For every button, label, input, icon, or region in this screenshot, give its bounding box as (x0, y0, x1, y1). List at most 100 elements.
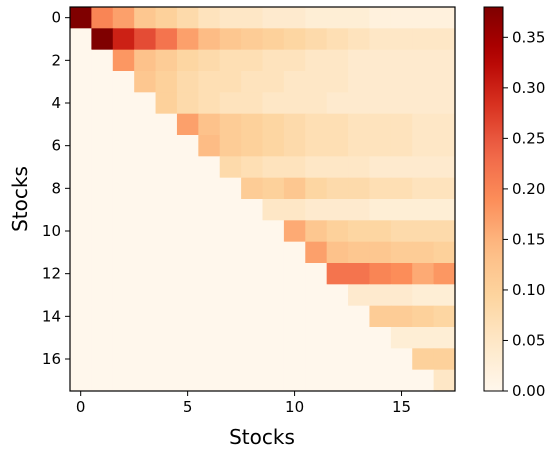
heatmap-cell (305, 135, 328, 157)
heatmap-cell (305, 156, 328, 179)
heatmap-cell (70, 220, 92, 243)
heatmap-cell (70, 369, 92, 392)
heatmap-cell (283, 71, 306, 93)
heatmap-cell (348, 135, 370, 157)
heatmap-cell (390, 263, 413, 285)
x-tick-label: 0 (76, 398, 86, 416)
heatmap-cell (241, 156, 263, 179)
heatmap-cell (219, 7, 242, 29)
heatmap-cell (369, 263, 392, 285)
heatmap-cell (305, 369, 328, 392)
heatmap-cell (326, 28, 349, 51)
heatmap-cell (305, 113, 328, 136)
heatmap-cell (176, 220, 199, 243)
heatmap-cell (283, 113, 306, 136)
heatmap-cell (219, 369, 242, 392)
heatmap-cell (70, 241, 92, 264)
heatmap-cell (369, 49, 392, 72)
heatmap-cell (412, 263, 435, 285)
heatmap-cell (433, 284, 456, 307)
heatmap-cell (198, 135, 221, 157)
heatmap-cell (348, 284, 370, 307)
heatmap-cell (369, 348, 392, 371)
heatmap-cell (433, 305, 456, 328)
colorbar-ticks: 0.00 0.05 0.10 0.15 0.20 0.25 0.30 0.35 (503, 28, 545, 400)
heatmap-cell (326, 135, 349, 157)
heatmap-cell (390, 199, 413, 221)
heatmap-cell (390, 305, 413, 328)
y-tick-label: 8 (51, 179, 61, 197)
heatmap-cell (241, 327, 263, 349)
heatmap-cell (112, 263, 135, 285)
y-tick-label: 0 (51, 9, 61, 27)
heatmap-cell (91, 177, 114, 200)
heatmap-cell (219, 263, 242, 285)
heatmap-cell (369, 177, 392, 200)
heatmap-cell (283, 156, 306, 179)
heatmap-cell (241, 220, 263, 243)
heatmap-cell (262, 327, 285, 349)
heatmap-cell (176, 135, 199, 157)
heatmap-cell (91, 305, 114, 328)
heatmap-cell (262, 71, 285, 93)
heatmap-cell (241, 28, 263, 51)
heatmap-cell (176, 28, 199, 51)
heatmap-cell (91, 92, 114, 115)
heatmap-cell (433, 156, 456, 179)
heatmap-cell (348, 199, 370, 221)
heatmap-cell (198, 71, 221, 93)
heatmap-cell (241, 199, 263, 221)
heatmap-cell (348, 220, 370, 243)
heatmap-cell (283, 177, 306, 200)
heatmap-cell (70, 263, 92, 285)
heatmap-cell (70, 7, 92, 29)
heatmap-cell (134, 177, 157, 200)
heatmap-cell (91, 220, 114, 243)
heatmap-cell (198, 7, 221, 29)
heatmap-cell (112, 156, 135, 179)
heatmap-cell (262, 369, 285, 392)
heatmap-cell (262, 348, 285, 371)
heatmap-cell (91, 199, 114, 221)
heatmap-cell (219, 92, 242, 115)
heatmap-cell (219, 348, 242, 371)
colorbar-tick-label: 0.00 (512, 382, 545, 400)
heatmap-cell (198, 369, 221, 392)
heatmap-cell (412, 327, 435, 349)
heatmap-cell (326, 177, 349, 200)
heatmap-cell (91, 284, 114, 307)
heatmap-cell (198, 263, 221, 285)
colorbar-tick-label: 0.20 (512, 180, 545, 198)
heatmap-cell (241, 284, 263, 307)
heatmap-cell (91, 71, 114, 93)
heatmap-cell (241, 71, 263, 93)
heatmap-cell (305, 241, 328, 264)
colorbar-gradient (483, 6, 504, 392)
heatmap-cell (134, 220, 157, 243)
heatmap-cell (198, 241, 221, 264)
heatmap-cell (155, 199, 178, 221)
heatmap-cell (134, 7, 157, 29)
heatmap-cell (305, 284, 328, 307)
heatmap-cell (390, 71, 413, 93)
heatmap-cell (112, 28, 135, 51)
heatmap-cell (283, 241, 306, 264)
heatmap-cell (155, 113, 178, 136)
heatmap-cell (198, 28, 221, 51)
heatmap-cell (412, 71, 435, 93)
heatmap-cell (198, 92, 221, 115)
heatmap-cell (348, 327, 370, 349)
heatmap-cell (112, 284, 135, 307)
heatmap-cell (112, 7, 135, 29)
heatmap-cell (433, 348, 456, 371)
heatmap-cell (112, 220, 135, 243)
heatmap-cell (155, 92, 178, 115)
heatmap-cell (112, 92, 135, 115)
heatmap-cell (369, 241, 392, 264)
heatmap-cell (369, 92, 392, 115)
y-tick-label: 16 (42, 350, 61, 368)
colorbar-tick-label: 0.30 (512, 79, 545, 97)
heatmap-cell (348, 92, 370, 115)
heatmap-cell (219, 327, 242, 349)
x-axis-label: Stocks (229, 425, 295, 449)
